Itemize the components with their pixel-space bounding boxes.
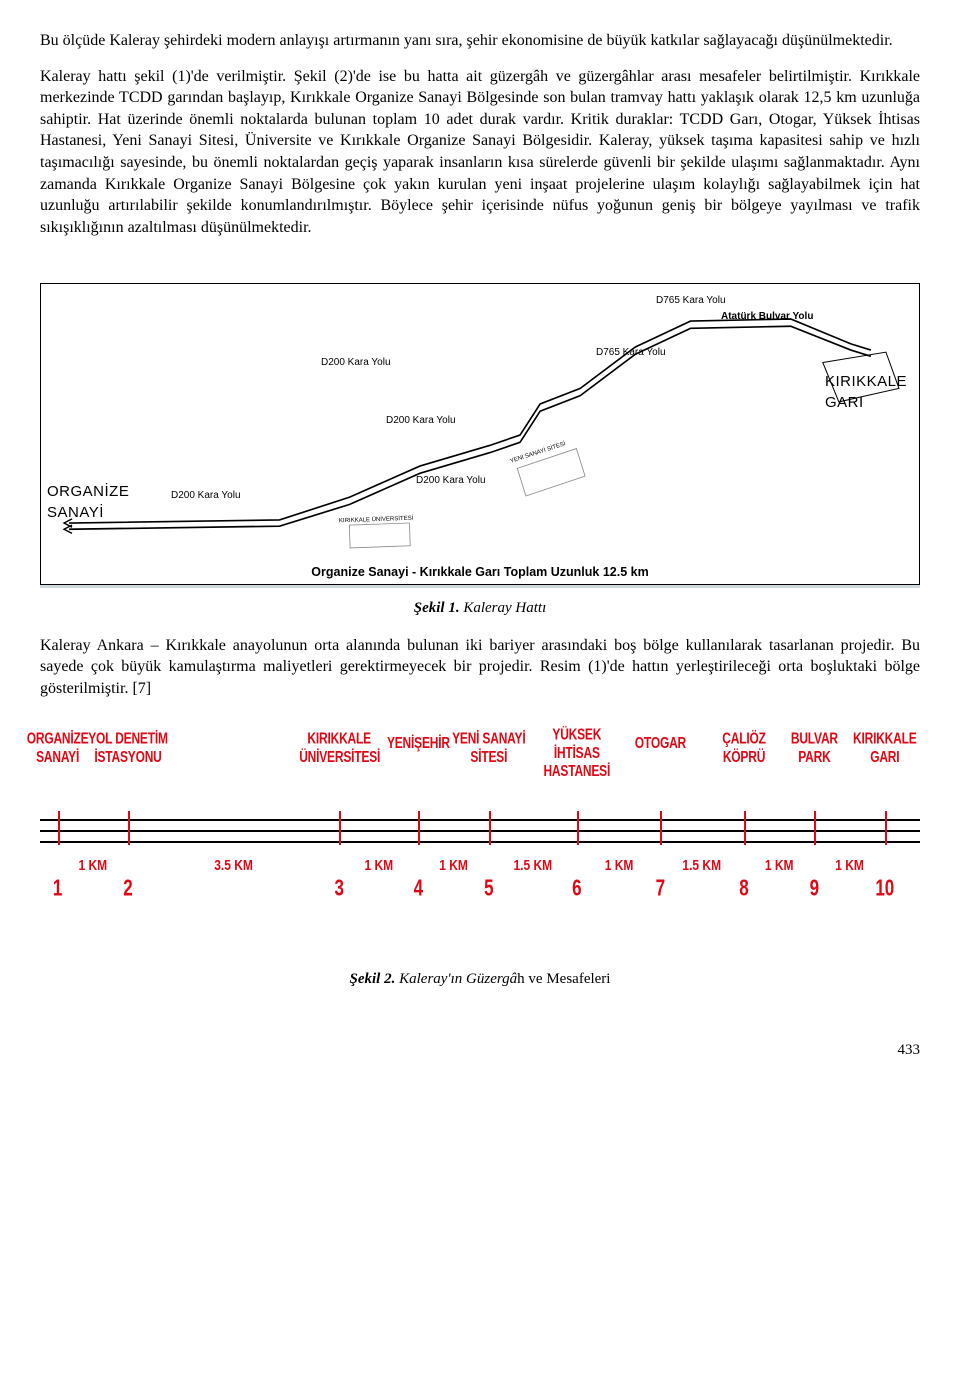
route-tick — [418, 811, 420, 845]
figure-2-caption-text-plain: h ve Mesafeleri — [517, 971, 610, 987]
figure-1-svg — [49, 290, 911, 580]
figure-1-map: D200 Kara Yolu D200 Kara Yolu D200 Kara … — [40, 283, 920, 585]
page-number: 433 — [40, 1040, 920, 1060]
figure-2-route: ORGANİZESANAYİ1YOL DENETİMİSTASYONU2KIRI… — [40, 739, 920, 909]
route-tick — [814, 811, 816, 845]
route-segment-distance: 1 KM — [429, 855, 479, 875]
route-station-number: 8 — [729, 874, 759, 905]
route-segment-distance: 1.5 KM — [508, 855, 558, 875]
map-road-label: Atatürk Bulvar Yolu — [721, 310, 813, 324]
map-terminal-right: KIRIKKALE GARI — [825, 372, 907, 413]
route-station-label: YENİ SANAYİSİTESİ — [449, 731, 529, 767]
route-station-label: YENİŞEHİR — [378, 735, 458, 753]
map-terminal-right-l1: KIRIKKALE — [825, 372, 907, 392]
route-station-label: ORGANİZESANAYİ — [18, 731, 98, 767]
map-road-label: D765 Kara Yolu — [596, 346, 666, 360]
route-segment-distance: 3.5 KM — [209, 855, 259, 875]
map-bottom-caption: Organize Sanayi - Kırıkkale Garı Toplam … — [41, 564, 919, 581]
route-station-label: ÇALIÖZKÖPRÜ — [704, 731, 784, 767]
route-station-label: BULVARPARK — [774, 731, 854, 767]
route-segment-distance: 1 KM — [354, 855, 404, 875]
route-station-label: KIRIKKALEÜNİVERSİTESİ — [299, 731, 379, 767]
route-station-number: 3 — [324, 874, 354, 905]
route-station-number: 6 — [562, 874, 592, 905]
route-segment-distance: 1 KM — [68, 855, 118, 875]
figure-1-caption-label: Şekil 1. — [414, 600, 460, 616]
map-road-label: D200 Kara Yolu — [416, 474, 486, 488]
route-station-label: YÜKSEK İHTİSASHASTANESİ — [537, 727, 617, 781]
figure-2-caption-label: Şekil 2. — [350, 971, 396, 987]
map-road-label: D765 Kara Yolu — [656, 294, 726, 308]
figure-2-caption-text-italic: Kaleray'ın Güzergâ — [395, 971, 517, 987]
map-road-label: D200 Kara Yolu — [386, 414, 456, 428]
route-station-label: YOL DENETİMİSTASYONU — [88, 731, 168, 767]
route-tick — [58, 811, 60, 845]
route-segment-distance: 1 KM — [594, 855, 644, 875]
route-track — [40, 819, 920, 843]
route-segment-distance: 1 KM — [754, 855, 804, 875]
figure-1-caption-text: Kaleray Hattı — [460, 600, 547, 616]
route-tick — [744, 811, 746, 845]
route-tick — [885, 811, 887, 845]
figure-1-caption: Şekil 1. Kaleray Hattı — [40, 598, 920, 618]
route-station-number: 4 — [403, 874, 433, 905]
route-station-number: 5 — [474, 874, 504, 905]
paragraph-between: Kaleray Ankara – Kırıkkale anayolunun or… — [40, 635, 920, 700]
map-road-label: D200 Kara Yolu — [321, 356, 391, 370]
paragraph-intro-a: Bu ölçüde Kaleray şehirdeki modern anlay… — [40, 30, 920, 52]
route-segment-distance: 1.5 KM — [677, 855, 727, 875]
map-terminal-left-l1: ORGANİZE — [47, 482, 129, 502]
route-station-number: 7 — [645, 874, 675, 905]
route-station-number: 10 — [870, 874, 900, 905]
route-tick — [339, 811, 341, 845]
route-tick — [128, 811, 130, 845]
map-terminal-left-l2: SANAYİ — [47, 503, 129, 523]
figure-2-caption: Şekil 2. Kaleray'ın Güzergâh ve Mesafele… — [40, 969, 920, 989]
route-station-label: KIRIKKALEGARI — [845, 731, 925, 767]
route-tick — [489, 811, 491, 845]
paragraph-intro-b: Kaleray hattı şekil (1)'de verilmiştir. … — [40, 66, 920, 239]
route-tick — [660, 811, 662, 845]
route-station-number: 1 — [43, 874, 73, 905]
route-station-label: OTOGAR — [620, 735, 700, 753]
route-tick — [577, 811, 579, 845]
route-station-number: 9 — [799, 874, 829, 905]
map-road-label: D200 Kara Yolu — [171, 489, 241, 503]
map-terminal-right-l2: GARI — [825, 393, 907, 413]
route-rail-bot — [40, 841, 920, 843]
route-station-number: 2 — [113, 874, 143, 905]
map-terminal-left: ORGANİZE SANAYİ — [47, 482, 129, 523]
route-segment-distance: 1 KM — [825, 855, 875, 875]
